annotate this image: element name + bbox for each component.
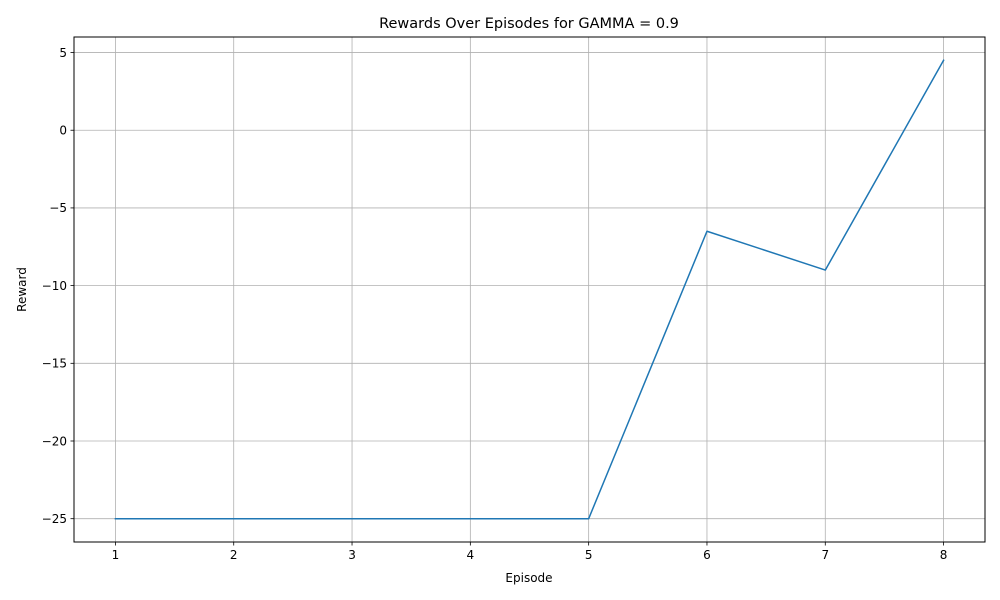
x-tick-label: 2 <box>230 548 238 562</box>
series-layer <box>114 59 945 520</box>
y-tick-label: 0 <box>59 124 67 138</box>
x-axis-ticks: 1 2 3 4 5 6 7 8 <box>112 542 948 562</box>
x-tick-label: 1 <box>112 548 120 562</box>
x-axis-label: Episode <box>505 571 552 585</box>
y-axis-ticks: 5 0 −5 −10 −15 −20 −25 <box>42 46 74 526</box>
y-tick-label: 5 <box>59 46 67 60</box>
y-axis-label: Reward <box>15 267 29 312</box>
x-tick-label: 4 <box>467 548 475 562</box>
x-tick-label: 5 <box>585 548 593 562</box>
grid <box>74 37 985 542</box>
x-tick-label: 8 <box>940 548 948 562</box>
y-tick-label: −15 <box>42 357 67 371</box>
x-tick-label: 3 <box>348 548 356 562</box>
series-line-0 <box>114 59 945 520</box>
y-tick-label: −20 <box>42 434 67 448</box>
plot-frame <box>73 36 986 543</box>
y-tick-label: −10 <box>42 279 67 293</box>
x-tick-label: 6 <box>703 548 711 562</box>
y-tick-label: −5 <box>49 201 67 215</box>
x-tick-label: 7 <box>821 548 829 562</box>
y-tick-label: −25 <box>42 512 67 526</box>
chart-title: Rewards Over Episodes for GAMMA = 0.9 <box>379 16 679 32</box>
